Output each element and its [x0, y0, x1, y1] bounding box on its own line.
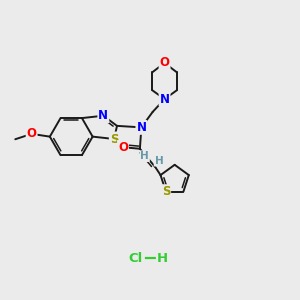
Text: O: O — [27, 128, 37, 140]
Text: H: H — [157, 252, 168, 265]
Text: N: N — [160, 93, 170, 106]
Text: N: N — [98, 109, 108, 122]
Text: N: N — [136, 121, 146, 134]
Text: S: S — [162, 185, 170, 198]
Text: O: O — [118, 141, 128, 154]
Text: Cl: Cl — [129, 252, 143, 265]
Text: H: H — [154, 156, 163, 166]
Text: O: O — [160, 56, 170, 69]
Text: S: S — [110, 133, 118, 146]
Text: H: H — [140, 151, 149, 161]
